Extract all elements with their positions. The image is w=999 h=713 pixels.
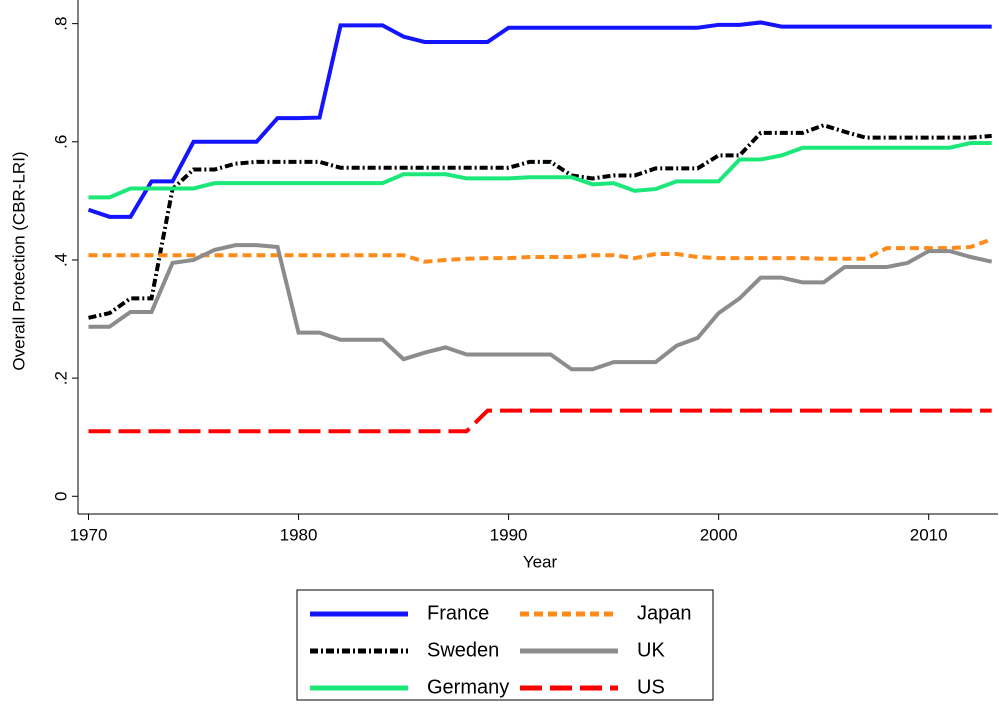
series-line (88, 237, 993, 264)
series-line (88, 123, 992, 320)
x-tick-label: 2010 (910, 525, 948, 544)
y-tick-label: .2 (51, 371, 70, 385)
legend-label: France (427, 602, 489, 624)
legend-box (296, 589, 714, 701)
x-tick-label: 1990 (490, 525, 528, 544)
y-tick-label: .6 (51, 135, 70, 149)
series-line (87, 20, 992, 219)
x-axis-title: Year (523, 552, 558, 571)
series-line (88, 408, 992, 434)
series-line (88, 140, 992, 200)
legend-label: US (637, 676, 665, 698)
legend-label: Germany (427, 676, 509, 698)
series-line (88, 243, 993, 372)
x-tick-label: 1970 (70, 525, 108, 544)
legend-label: Japan (637, 602, 692, 624)
y-tick-label: 0 (51, 492, 70, 501)
x-tick-label: 1980 (280, 525, 318, 544)
y-axis-title: Overall Protection (CBR-LRI) (9, 151, 28, 370)
y-tick-label: .4 (51, 253, 70, 267)
y-tick-label: .8 (51, 17, 70, 31)
legend-label: Sweden (427, 639, 499, 661)
legend-label: UK (637, 639, 665, 661)
x-tick-label: 2000 (700, 525, 738, 544)
